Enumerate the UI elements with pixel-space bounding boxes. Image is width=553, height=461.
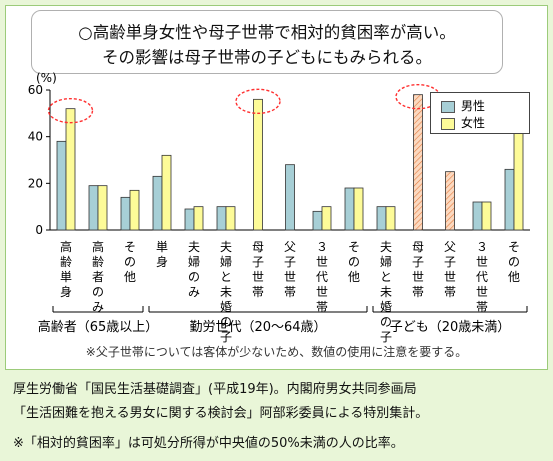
y-axis-unit: (%)	[36, 71, 57, 85]
legend: 男性 女性	[430, 92, 530, 134]
group-label: 高齢者（65歳以上）	[37, 320, 159, 335]
bar-male	[504, 168, 515, 231]
bar-male	[312, 210, 323, 231]
bar-male	[120, 196, 131, 231]
legend-item-female: 女性	[441, 114, 485, 131]
bar-male	[285, 164, 295, 231]
bar-male	[472, 201, 483, 231]
category-label: その他	[347, 240, 360, 284]
bar-combined	[413, 94, 423, 231]
y-tick-label: 0	[35, 223, 43, 237]
bar-female	[481, 201, 492, 231]
category-label: その他	[507, 240, 520, 284]
legend-swatch-male	[441, 100, 455, 113]
bar-female	[65, 108, 76, 231]
headline-line-1: ○高齢単身女性や母子世帯で相対的貧困率が高い。	[78, 23, 456, 42]
category-label: 夫婦のみ	[187, 240, 200, 299]
chart-note: ※父子世帯については客体が少ないため、数値の使用に注意を要する。	[85, 345, 468, 359]
bar-female	[161, 154, 172, 231]
category-label: 父子世帯	[443, 240, 456, 299]
legend-label-male: 男性	[461, 99, 486, 113]
bar-female	[97, 185, 108, 231]
category-label: ３世代世帯	[315, 240, 328, 314]
bar-male	[184, 208, 195, 231]
legend-swatch-female	[441, 117, 455, 130]
category-label: 母子世帯	[251, 240, 264, 299]
legend-label-female: 女性	[461, 116, 486, 130]
bar-male	[216, 206, 227, 231]
footer-definition: ※「相対的貧困率」は可処分所得が中央値の50%未満の人の比率。	[13, 436, 404, 451]
bar-female	[513, 126, 524, 231]
category-label: 夫婦と未婚の子	[219, 240, 232, 344]
legend-item-male: 男性	[441, 97, 485, 114]
bar-male	[152, 175, 163, 231]
bar-female	[225, 206, 236, 231]
y-tick-label: 20	[28, 176, 43, 190]
footer-source-line-1: 厚生労働省「国民生活基礎調査」(平成19年)。内閣府男女共同参画局	[13, 382, 417, 397]
bar-male	[376, 206, 387, 231]
y-tick-label: 60	[28, 83, 43, 97]
category-label: 単身	[155, 240, 168, 269]
bar-female	[129, 189, 140, 231]
category-label: 高齢者のみ	[91, 240, 104, 314]
bar-male	[344, 187, 355, 231]
footer-source-line-2: 「生活困難を抱える男女に関する検討会」阿部彩委員による特別集計。	[13, 406, 429, 421]
highlight-ring	[235, 88, 281, 115]
group-label: 子ども（20歳未満）	[389, 320, 511, 335]
bar-combined	[445, 171, 455, 231]
group-label: 勤労世代（20～64歳）	[189, 320, 327, 335]
bar-male	[88, 185, 99, 231]
bar-male	[56, 140, 67, 231]
headline-line-2: その影響は母子世帯の子どもにもみられる。	[102, 48, 432, 67]
y-tick-label: 40	[28, 130, 43, 144]
category-label: その他	[123, 240, 136, 284]
category-label: 夫婦と未婚の子	[379, 240, 392, 344]
bar-female	[353, 187, 364, 231]
headline-box: ○高齢単身女性や母子世帯で相対的貧困率が高い。 その影響は母子世帯の子どもにもみ…	[31, 10, 503, 74]
bar-female	[385, 206, 396, 231]
category-label: 母子世帯	[411, 240, 424, 299]
highlight-ring	[47, 97, 94, 124]
bar-female	[253, 98, 263, 231]
category-label: 高齢単身	[59, 240, 72, 299]
category-label: 父子世帯	[283, 240, 296, 299]
category-label: ３世代世帯	[475, 240, 488, 314]
bar-female	[321, 206, 332, 231]
bar-female	[193, 206, 204, 231]
